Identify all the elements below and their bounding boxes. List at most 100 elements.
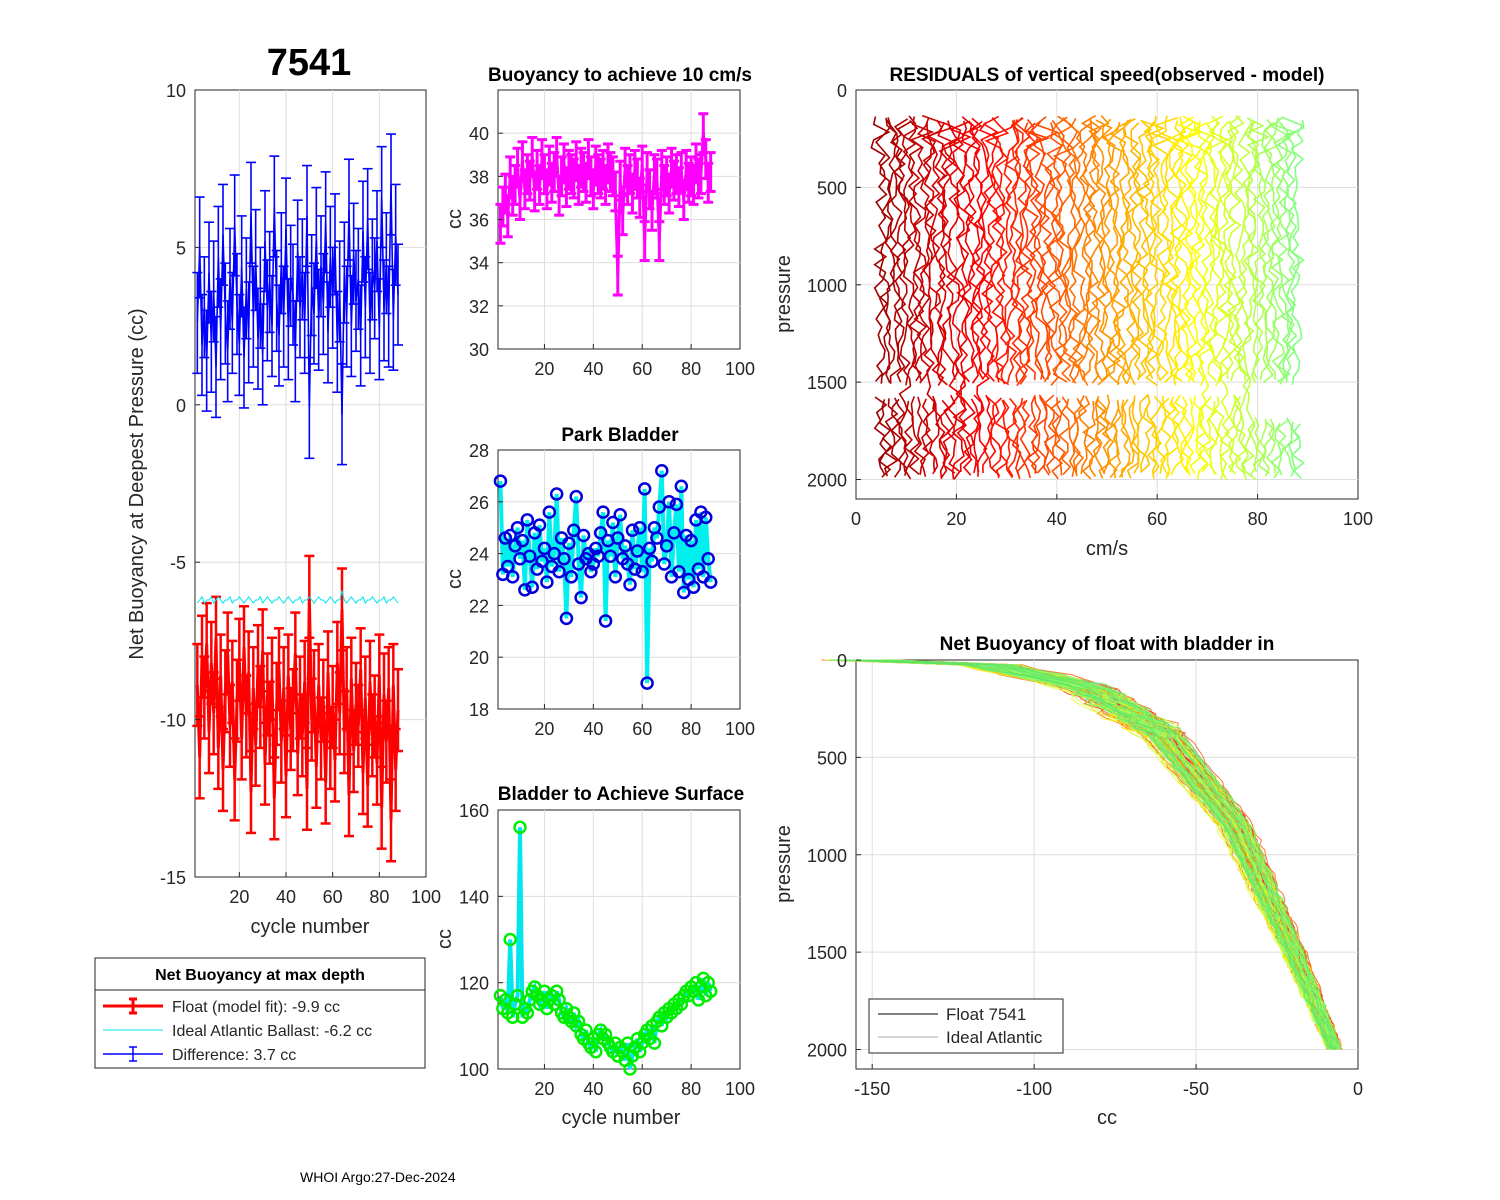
buoyancy-10cms-title: Buoyancy to achieve 10 cm/s: [488, 65, 752, 86]
x-tick-label: 20: [534, 359, 554, 379]
park-marker: [637, 482, 652, 496]
residual-profile: [1049, 400, 1064, 480]
residual-profile: [991, 119, 1016, 386]
park-marker: [510, 520, 525, 535]
residual-profile: [903, 400, 916, 480]
park-marker: [655, 463, 669, 478]
net-buoyancy-ylabel: Net Buoyancy at Deepest Pressure (cc): [126, 308, 148, 659]
park-marker: [557, 552, 571, 566]
y-tick-label: 100: [459, 1060, 489, 1080]
residual-profile: [1271, 116, 1297, 383]
bladder-in-legend: Float 7541 Ideal Atlantic: [868, 998, 1064, 1054]
buoyancy-10cms-ticks: 20 40 60 80 100 30 32 34 36 38 40: [469, 124, 755, 379]
residual-profile: [1004, 117, 1024, 383]
residuals-xlabel: cm/s: [1086, 538, 1128, 560]
residual-profile: [1154, 116, 1181, 384]
park-marker: [618, 539, 632, 553]
x-tick-label: 40: [583, 359, 603, 379]
park-marker: [552, 564, 566, 579]
residual-profile: [1038, 396, 1050, 476]
float-profile: [897, 659, 1341, 1050]
park-marker: [650, 531, 664, 545]
x-tick-label: 20: [946, 509, 966, 529]
residual-profile: [1169, 396, 1184, 476]
residual-profile: [1110, 118, 1136, 385]
x-tick-label: 100: [1343, 509, 1373, 529]
x-tick-label: 60: [632, 1079, 652, 1099]
residual-profile: [1143, 115, 1172, 382]
y-tick-label: 24: [469, 545, 489, 565]
x-tick-label: 60: [1147, 509, 1167, 529]
surface-marker: [623, 1062, 637, 1076]
residual-profile: [1159, 397, 1172, 477]
residual-profile: [1126, 399, 1140, 479]
park-marker: [525, 580, 539, 595]
x-tick-label: -50: [1183, 1079, 1209, 1099]
buoyancy-10cms-ylabel: cc: [444, 209, 466, 229]
surface-marker: [513, 820, 527, 835]
residual-profile: [973, 394, 983, 474]
y-tick-label: 500: [817, 748, 847, 768]
bladder-in-xlabel: cc: [1097, 1107, 1117, 1129]
y-tick-label: 20: [469, 648, 489, 668]
y-tick-label: 500: [817, 178, 847, 198]
buoyancy-10cms-panel: 20 40 60 80 100 30 32 34 36 38 40 Buoyancy to achi…: [444, 65, 755, 379]
park-marker: [523, 549, 537, 563]
residual-profile: [890, 398, 902, 478]
residual-profile: [1105, 119, 1129, 385]
bladder-in-legend-box: [868, 998, 1064, 1054]
park-marker: [608, 570, 623, 584]
surface-marker: [503, 932, 517, 947]
residual-profile: [896, 120, 912, 472]
ideal-series-line: [196, 590, 399, 605]
residual-profile: [984, 116, 1010, 383]
residual-profile: [909, 116, 935, 382]
residual-profile: [1284, 119, 1305, 386]
park-marker: [659, 539, 674, 553]
residual-profile: [1256, 122, 1278, 381]
x-tick-label: 40: [583, 719, 603, 739]
park-marker: [611, 531, 625, 545]
residual-profile: [1088, 115, 1110, 382]
residual-profile: [928, 395, 940, 475]
bladder-surface-ticks: 20 40 60 80 100 100 120 140 160: [459, 801, 755, 1099]
residual-profile: [1193, 121, 1216, 473]
residual-profile: [1057, 396, 1072, 476]
residuals-plot: [870, 114, 1305, 480]
residual-profile: [1283, 417, 1295, 473]
surface-marker: [647, 1036, 662, 1050]
park-marker: [662, 495, 676, 509]
residual-profile: [1086, 118, 1102, 384]
residual-profile: [961, 117, 983, 384]
residual-profile: [961, 396, 976, 476]
park-bladder-plot: [493, 463, 718, 690]
residual-profile: [1224, 394, 1237, 473]
x-tick-label: 80: [681, 719, 701, 739]
y-tick-label: 36: [469, 211, 489, 231]
park-marker: [584, 564, 598, 579]
legend-entries: Float (model fit): -9.9 cc Ideal Atlantic…: [103, 997, 372, 1064]
residual-profile: [1185, 397, 1195, 476]
y-tick-label: 0: [837, 81, 847, 101]
residual-profile: [1227, 114, 1247, 381]
surface-marker: [703, 984, 718, 999]
residual-profile: [949, 120, 972, 473]
park-marker: [686, 580, 701, 595]
residual-profile: [1077, 114, 1098, 381]
residual-profile: [1237, 120, 1255, 480]
residual-profile: [883, 398, 899, 477]
residual-profile: [1031, 121, 1049, 380]
park-marker: [532, 518, 547, 532]
residual-profile: [1194, 400, 1209, 480]
residual-profile: [1227, 115, 1243, 382]
float-profile: [854, 659, 1336, 1050]
residual-profile: [1266, 119, 1289, 385]
x-tick-label: 20: [229, 887, 249, 907]
float-profile: [887, 659, 1338, 1050]
park-bladder-title: Park Bladder: [561, 425, 679, 446]
x-tick-label: 0: [851, 509, 861, 529]
y-tick-label: 40: [469, 124, 489, 144]
park-marker: [603, 549, 618, 563]
residual-profile: [1071, 122, 1092, 380]
bladder-in-plot: [821, 659, 1343, 1050]
